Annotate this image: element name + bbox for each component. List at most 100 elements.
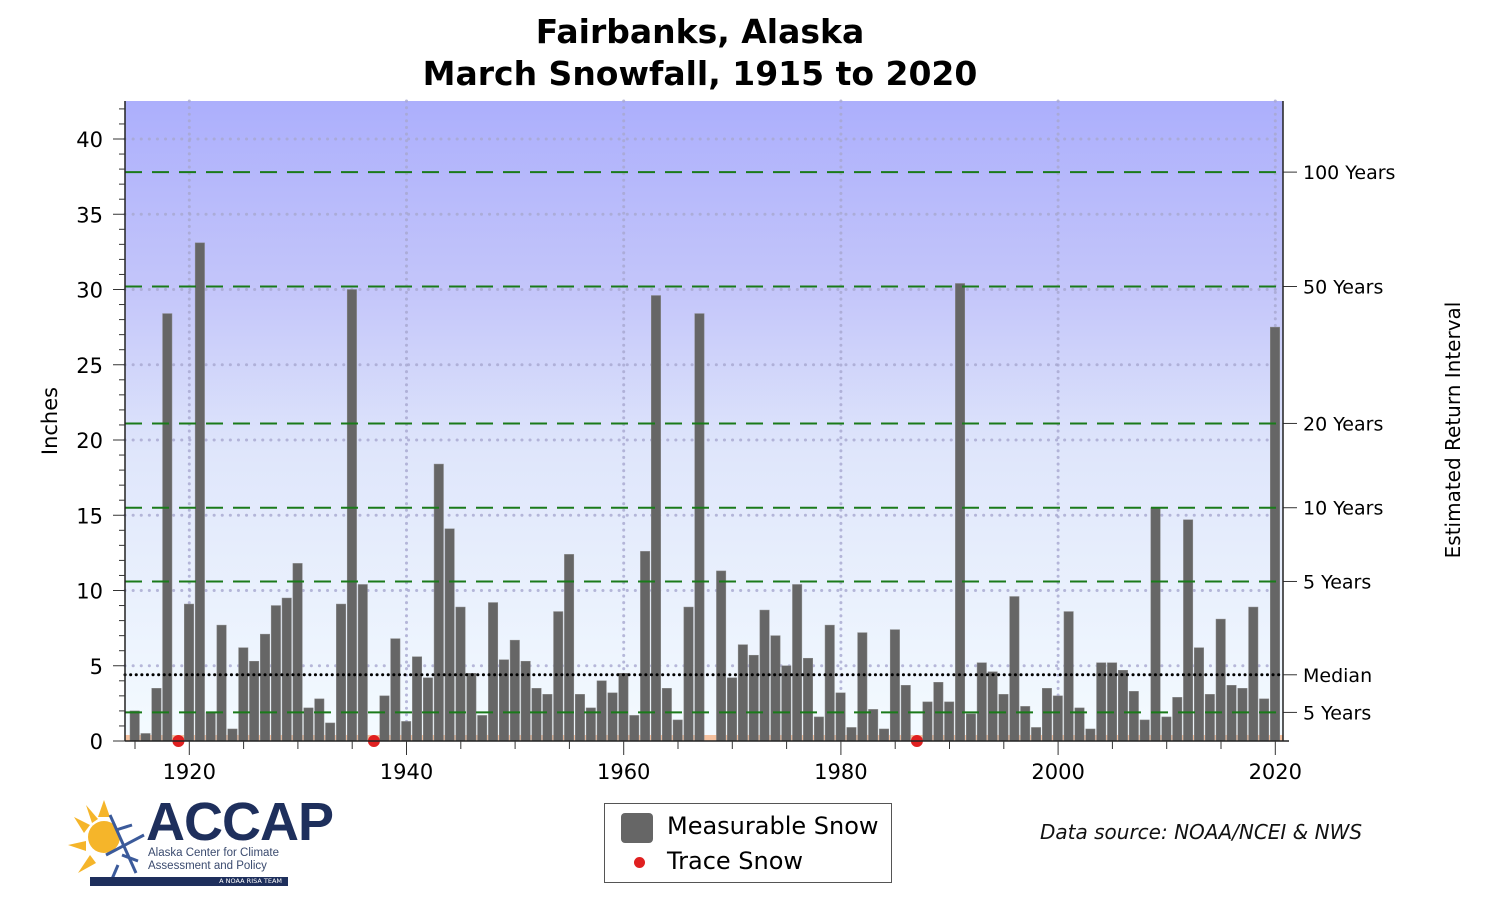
bar-2009 bbox=[1150, 507, 1161, 742]
logo-subtitle: Alaska Center for Climate Assessment and… bbox=[148, 847, 280, 872]
bar-1946 bbox=[466, 673, 477, 742]
bar-1956 bbox=[575, 694, 585, 742]
bar-1988 bbox=[922, 701, 933, 742]
bar-2012 bbox=[1183, 519, 1194, 742]
bar-2003 bbox=[1085, 728, 1096, 742]
bar-1917 bbox=[151, 688, 162, 742]
bar-1969 bbox=[716, 570, 727, 742]
svg-text:10: 10 bbox=[76, 580, 103, 604]
bar-1967 bbox=[694, 313, 705, 742]
bar-1976 bbox=[792, 584, 803, 742]
return-interval-label: 50 Years bbox=[1303, 276, 1383, 298]
return-interval-label: 20 Years bbox=[1303, 413, 1383, 435]
bar-1985 bbox=[889, 629, 900, 742]
bar-1928 bbox=[270, 605, 281, 742]
accap-logo: ACCAP Alaska Center for Climate Assessme… bbox=[66, 792, 334, 890]
bar-1927 bbox=[260, 633, 270, 742]
return-interval-label: 100 Years bbox=[1303, 162, 1395, 184]
bar-1981 bbox=[846, 727, 857, 742]
svg-text:1980: 1980 bbox=[814, 760, 867, 784]
gridlines bbox=[123, 99, 1285, 743]
bar-1959 bbox=[607, 692, 618, 742]
bar-1996 bbox=[1009, 596, 1020, 742]
bar-2000 bbox=[1052, 695, 1063, 742]
bar-1977 bbox=[803, 657, 813, 742]
bar-1920 bbox=[184, 603, 194, 742]
bar-1965 bbox=[672, 719, 683, 742]
svg-text:5: 5 bbox=[90, 655, 103, 679]
bar-1983 bbox=[868, 709, 879, 742]
bar-1978 bbox=[813, 716, 824, 742]
bar-2001 bbox=[1063, 611, 1074, 742]
bar-1954 bbox=[553, 611, 564, 742]
bar-1961 bbox=[629, 715, 640, 742]
legend-measurable-label: Measurable Snow bbox=[667, 812, 879, 840]
bar-1934 bbox=[336, 603, 346, 742]
svg-text:Inches: Inches bbox=[38, 387, 62, 455]
bar-1942 bbox=[422, 677, 433, 742]
bar-1947 bbox=[477, 715, 488, 742]
bar-1940 bbox=[401, 721, 412, 742]
bar-2008 bbox=[1139, 719, 1150, 742]
bar-2017 bbox=[1237, 688, 1248, 742]
svg-text:40: 40 bbox=[76, 128, 103, 152]
bar-2015 bbox=[1215, 618, 1226, 742]
svg-text:1940: 1940 bbox=[380, 760, 433, 784]
return-interval-label: Median bbox=[1303, 665, 1372, 687]
chart-title-line2: March Snowfall, 1915 to 2020 bbox=[422, 54, 978, 93]
trace-dot-icon bbox=[634, 857, 645, 868]
bar-1948 bbox=[488, 602, 499, 742]
bar-1935 bbox=[346, 289, 357, 742]
bar-2013 bbox=[1194, 647, 1204, 742]
bars bbox=[125, 242, 1283, 747]
svg-text:0: 0 bbox=[90, 730, 103, 754]
bar-1974 bbox=[770, 635, 781, 742]
bar-1931 bbox=[303, 707, 314, 742]
logo-tagline: A NOAA RISA TEAM bbox=[90, 877, 288, 886]
bar-2014 bbox=[1204, 694, 1215, 742]
bar-1958 bbox=[596, 680, 607, 742]
bar-1952 bbox=[531, 688, 542, 742]
bar-1924 bbox=[227, 728, 238, 742]
svg-text:20: 20 bbox=[76, 429, 103, 453]
bar-1972 bbox=[748, 654, 759, 742]
svg-text:2000: 2000 bbox=[1031, 760, 1084, 784]
bar-1938 bbox=[379, 695, 390, 742]
bar-2007 bbox=[1128, 691, 1139, 742]
bar-1980 bbox=[835, 692, 846, 742]
bar-1915 bbox=[129, 710, 140, 742]
sun-snowflake-icon bbox=[68, 800, 145, 880]
bar-1925 bbox=[238, 647, 249, 742]
bar-1982 bbox=[857, 632, 868, 742]
bar-1943 bbox=[433, 463, 444, 742]
bar-1970 bbox=[727, 677, 737, 742]
legend: Measurable Snow Trace Snow bbox=[604, 803, 892, 883]
return-interval-label: 5 Years bbox=[1303, 571, 1371, 593]
return-interval-label: 10 Years bbox=[1303, 498, 1383, 520]
bar-1998 bbox=[1031, 727, 1042, 742]
bar-1950 bbox=[509, 639, 520, 742]
bar-1984 bbox=[879, 728, 889, 742]
bar-1923 bbox=[216, 624, 227, 742]
bar-1991 bbox=[955, 283, 966, 742]
bar-1960 bbox=[618, 673, 629, 742]
return-interval-lines bbox=[123, 171, 1285, 714]
bar-1979 bbox=[824, 624, 835, 742]
bar-1929 bbox=[281, 597, 292, 742]
bar-1922 bbox=[205, 712, 216, 742]
logo-wordmark: ACCAP bbox=[146, 792, 334, 852]
svg-text:15: 15 bbox=[76, 504, 103, 528]
svg-text:30: 30 bbox=[76, 279, 103, 303]
return-interval-label: 5 Years bbox=[1303, 702, 1371, 724]
svg-text:35: 35 bbox=[76, 203, 103, 227]
svg-text:1960: 1960 bbox=[597, 760, 650, 784]
bar-2020 bbox=[1270, 326, 1280, 742]
bar-1964 bbox=[661, 688, 672, 742]
bar-1971 bbox=[737, 644, 748, 742]
chart-title-line1: Fairbanks, Alaska bbox=[535, 12, 865, 51]
bar-1953 bbox=[542, 694, 553, 742]
bar-1944 bbox=[444, 528, 455, 742]
bar-1926 bbox=[249, 660, 260, 742]
bar-1930 bbox=[292, 563, 303, 742]
svg-text:25: 25 bbox=[76, 354, 103, 378]
